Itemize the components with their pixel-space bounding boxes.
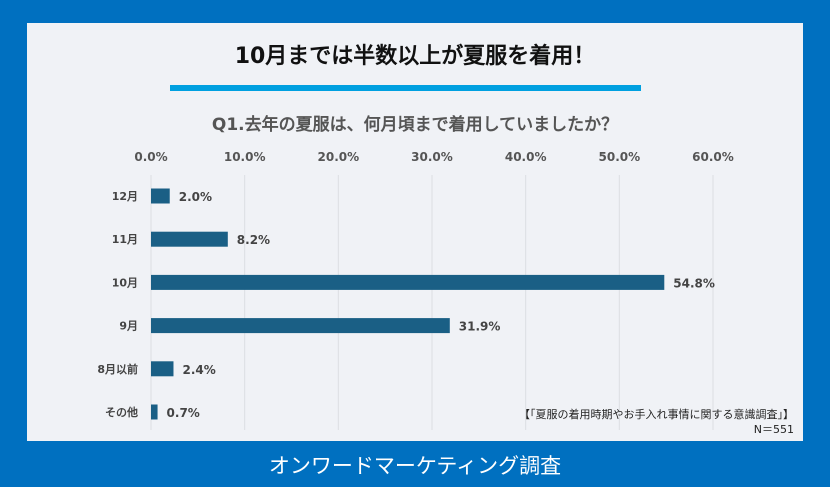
value-label: 31.9% bbox=[459, 320, 501, 334]
category-label: 9月 bbox=[119, 320, 138, 333]
category-label: 10月 bbox=[112, 276, 138, 289]
x-tick-label: 10.0% bbox=[224, 150, 266, 164]
bar bbox=[151, 404, 158, 420]
category-label: 12月 bbox=[112, 190, 138, 203]
bar bbox=[151, 188, 170, 204]
value-label: 8.2% bbox=[237, 233, 270, 247]
x-tick-label: 20.0% bbox=[318, 150, 360, 164]
bar bbox=[151, 318, 450, 334]
headline: 10月までは半数以上が夏服を着用！ bbox=[234, 44, 596, 69]
bar bbox=[151, 231, 228, 247]
chart-title: Q1.去年の夏服は、何月頃まで着用していましたか？ bbox=[211, 115, 619, 135]
source-text: 【「夏服の着用時期やお手入れ事情に関する意識調査」】 bbox=[519, 408, 794, 421]
category-label: 8月以前 bbox=[97, 362, 138, 376]
x-tick-label: 40.0% bbox=[505, 150, 547, 164]
x-tick-label: 50.0% bbox=[599, 150, 641, 164]
value-label: 2.4% bbox=[182, 363, 215, 377]
value-label: 54.8% bbox=[673, 276, 715, 290]
sample-size: N＝551 bbox=[753, 423, 794, 436]
source-note: 【「夏服の着用時期やお手入れ事情に関する意識調査」】 N＝551 bbox=[519, 407, 794, 437]
bar bbox=[151, 274, 665, 290]
value-label: 2.0% bbox=[179, 190, 212, 204]
bar bbox=[151, 361, 174, 377]
footer-label: オンワードマーケティング調査 bbox=[268, 454, 562, 478]
category-label: その他 bbox=[105, 405, 138, 419]
headline-underline bbox=[170, 85, 641, 91]
category-label: 11月 bbox=[112, 233, 138, 246]
x-tick-label: 60.0% bbox=[692, 150, 734, 164]
value-label: 0.7% bbox=[167, 406, 200, 420]
x-tick-label: 0.0% bbox=[134, 150, 167, 164]
x-tick-label: 30.0% bbox=[411, 150, 453, 164]
